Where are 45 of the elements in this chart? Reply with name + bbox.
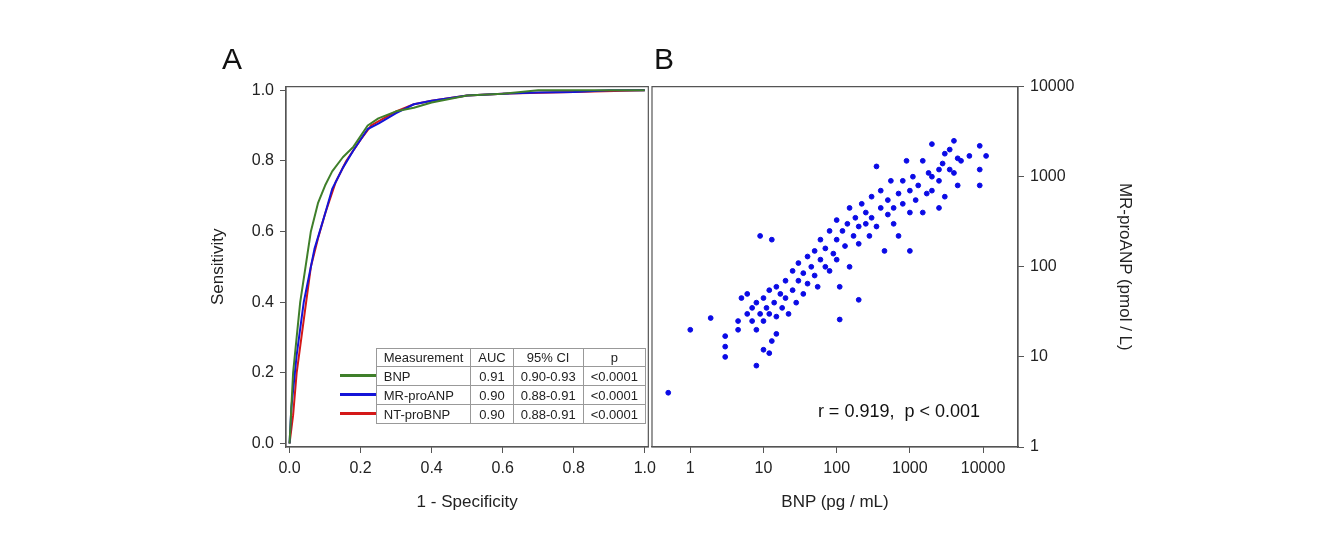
legend-label: MR-proANP [376, 385, 471, 405]
chart-title: B [654, 42, 675, 75]
y-tick-label: 1000 [1030, 167, 1066, 185]
y-tick-label: 0.2 [251, 363, 275, 381]
annotation: 0.88-0.91 [513, 404, 584, 424]
y-tick-label: 1 [1030, 437, 1039, 455]
annotation: 0.90 [470, 404, 514, 424]
x-tick-label: 0.8 [562, 459, 585, 477]
legend-label: BNP [376, 366, 471, 386]
x-tick-label: 0.4 [420, 459, 443, 477]
x-tick-label: 1 [685, 459, 695, 477]
y-tick-label: 0.4 [251, 292, 275, 310]
y-tick-label: 1.0 [251, 80, 275, 98]
annotation: 0.90 [470, 385, 514, 405]
annotation: 95% CI [513, 348, 584, 367]
x-tick-label: 1.0 [633, 459, 656, 477]
annotation: <0.0001 [583, 404, 646, 424]
y-tick-label: 0.8 [251, 151, 275, 169]
x-tick-label: 0.6 [491, 459, 514, 477]
x-tick-label: 0.2 [349, 459, 372, 477]
annotation: <0.0001 [583, 385, 646, 405]
y-tick-label: 100 [1030, 257, 1057, 275]
annotation: p [583, 348, 646, 367]
x-axis-title: BNP (pg / mL) [781, 492, 889, 512]
y-tick-label: 0.0 [251, 433, 275, 451]
x-axis-title: 1 - Specificity [416, 492, 519, 512]
x-tick-label: 10 [754, 459, 773, 477]
y-tick-label: 10 [1030, 347, 1048, 365]
annotation: 0.91 [470, 366, 514, 386]
annotation: AUC [470, 348, 514, 367]
annotation: <0.0001 [583, 366, 646, 386]
y-axis-title: MR-proANP (pmol / L) [1116, 182, 1136, 351]
annotation: r = 0.919, p < 0.001 [817, 401, 980, 421]
x-tick-label: 100 [823, 459, 851, 477]
y-tick-label: 10000 [1030, 77, 1075, 95]
x-tick-label: 0.0 [278, 459, 301, 477]
legend-title: Measurement [376, 348, 471, 367]
annotation: 0.88-0.91 [513, 385, 584, 405]
annotation: 0.90-0.93 [513, 366, 584, 386]
legend-label: NT-proBNP [376, 404, 471, 424]
x-tick-label: 1000 [892, 459, 928, 477]
x-tick-label: 10000 [960, 459, 1006, 477]
y-axis-title: Sensitivity [207, 228, 227, 306]
y-tick-label: 0.6 [251, 221, 275, 239]
chart-title: A [222, 42, 243, 75]
